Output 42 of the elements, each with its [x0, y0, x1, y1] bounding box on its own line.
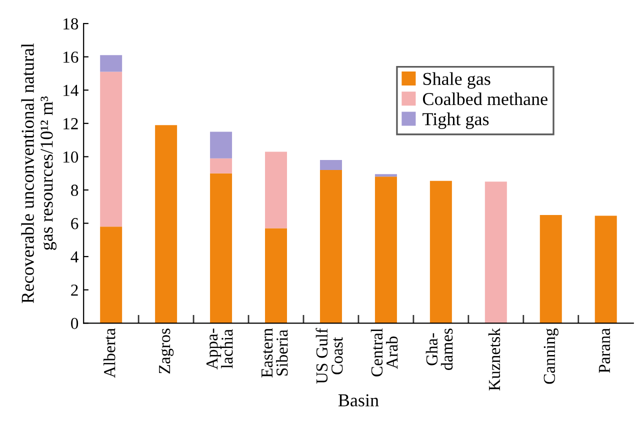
x-tick-label: Kuznetsk [488, 328, 500, 390]
x-tick-label: Central Arab [370, 328, 398, 376]
y-tick-label: 6 [71, 218, 78, 230]
bar [210, 173, 232, 324]
y-tick-label: 0 [71, 318, 78, 330]
x-axis-title: Basin [338, 394, 379, 406]
y-tick-label: 8 [71, 184, 78, 196]
bar [594, 216, 617, 324]
bar [374, 174, 397, 177]
bar [484, 182, 507, 324]
bar [320, 170, 342, 324]
bar [100, 226, 122, 324]
legend-label: Shale gas [423, 72, 490, 89]
bar [210, 132, 232, 158]
y-tick-label: 18 [64, 18, 78, 30]
x-tick-label: Alberta [104, 328, 116, 378]
x-tick-label: Canning [544, 328, 558, 384]
legend-label: Coalbed methane [422, 92, 548, 106]
x-tick-label: Gha- dames [426, 328, 453, 370]
y-tick-label: 12 [64, 118, 78, 130]
y-tick-label: 14 [64, 84, 78, 96]
bar [320, 160, 342, 170]
y-tick-label: 16 [64, 52, 78, 63]
x-tick-label: Appa- lachia [206, 328, 233, 370]
y-tick-label: 2 [71, 284, 78, 296]
bar [374, 176, 397, 324]
x-tick-label: US Gulf Coast [316, 328, 343, 384]
bar [265, 228, 288, 324]
y-axis-title: Recoverable unconventional natural gas resources/10¹² m³ [21, 43, 57, 304]
y-tick-label: 10 [64, 151, 78, 163]
bar [100, 72, 122, 227]
x-tick-label: Parana [598, 328, 610, 373]
bar [100, 55, 122, 72]
bar [430, 180, 452, 324]
y-tick-label: 4 [70, 251, 78, 262]
x-tick-label: Eastern Siberia [262, 328, 288, 378]
bar [540, 214, 562, 324]
legend-label: Tight gas [422, 112, 489, 129]
bar [210, 158, 232, 174]
bar [155, 125, 178, 324]
x-tick-label: Zagros [159, 328, 174, 374]
bar [265, 152, 288, 228]
